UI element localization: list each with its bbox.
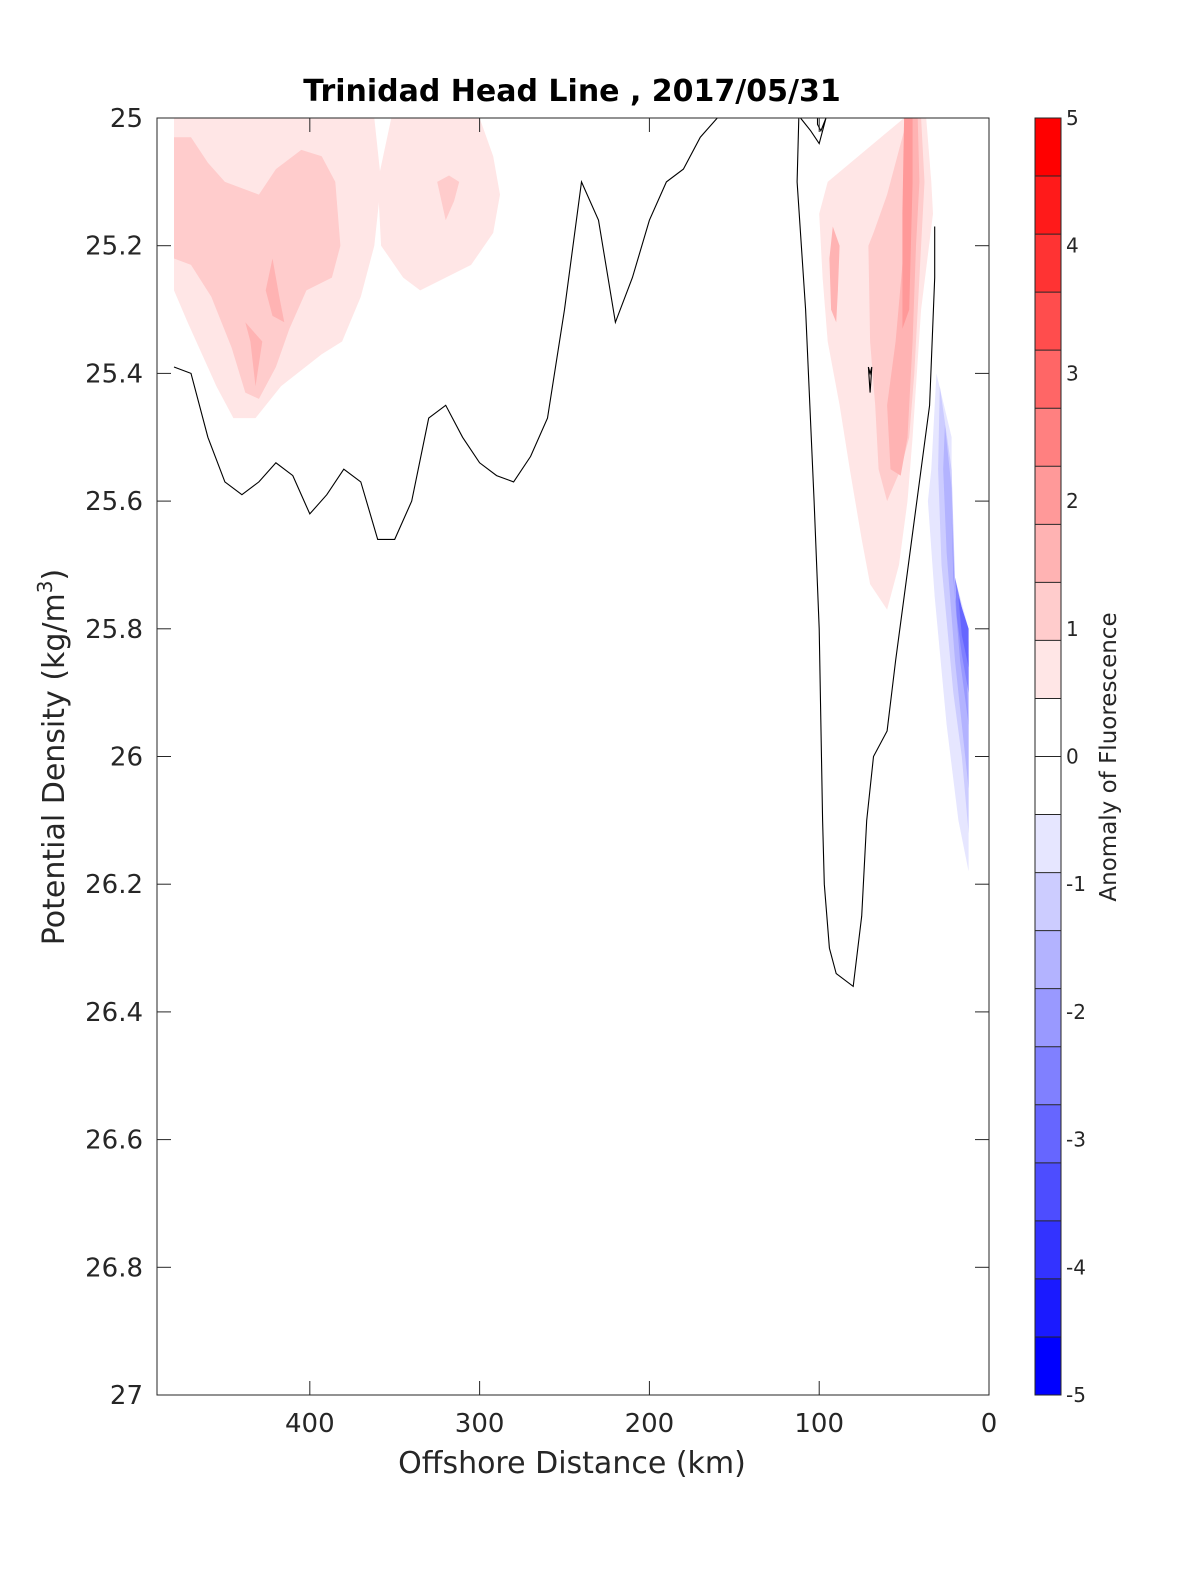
y-tick-label: 25.8: [85, 615, 143, 645]
colorbar-swatch: [1035, 872, 1061, 932]
y-tick-label: 26: [110, 743, 143, 773]
colorbar-tick-label: -3: [1066, 1128, 1086, 1152]
chart-title: Trinidad Head Line , 2017/05/31: [303, 74, 840, 109]
offshore-positive-anomaly-4: [265, 258, 285, 323]
colorbar-tick-label: -5: [1066, 1383, 1086, 1407]
colorbar-swatch: [1035, 814, 1061, 873]
colorbar-swatch: [1035, 118, 1061, 177]
y-axis-label-close: ): [37, 569, 72, 581]
y-axis-label-main: Potential Density (kg/m: [37, 593, 72, 945]
colorbar-tick-label: 0: [1066, 745, 1079, 769]
nearshore-positive-anomaly-5: [902, 118, 913, 329]
colorbar-swatch: [1035, 930, 1061, 990]
y-tick-label: 27: [110, 1381, 143, 1411]
colorbar-swatch: [1035, 1337, 1061, 1396]
colorbar-swatch: [1035, 582, 1061, 641]
plot-fill-layer: [174, 118, 969, 872]
colorbar-swatch: [1035, 408, 1061, 467]
colorbar-tick-label: 5: [1066, 106, 1079, 130]
colorbar-tick-label: 2: [1066, 489, 1079, 513]
nearshore-negative-anomaly-6: [958, 596, 969, 668]
colorbar-swatch: [1035, 234, 1061, 293]
zero-contour-nearshore: [796, 117, 936, 988]
colorbar-swatch: [1035, 1104, 1061, 1164]
y-tick-label: 25.6: [85, 487, 143, 517]
x-tick-label: 200: [625, 1409, 675, 1439]
colorbar-tick-label: 3: [1066, 361, 1079, 385]
mid-positive-anomaly-2: [437, 175, 460, 221]
y-tick-label: 25: [110, 104, 143, 134]
colorbar-swatch: [1035, 466, 1061, 525]
colorbar-tick-label: -2: [1066, 1000, 1086, 1024]
colorbar-swatch: [1035, 1278, 1061, 1338]
colorbar-swatch: [1035, 1046, 1061, 1106]
colorbar-swatch: [1035, 176, 1061, 235]
colorbar-swatch: [1035, 350, 1061, 409]
y-tick-label: 26.2: [85, 870, 143, 900]
colorbar-swatch: [1035, 698, 1061, 757]
y-tick-label: 25.2: [85, 232, 143, 262]
colorbar-label: Anomaly of Fluorescence: [1096, 612, 1122, 901]
mid-positive-anomaly-1: [377, 118, 500, 291]
y-tick-label: 26.8: [85, 1253, 143, 1283]
colorbar-swatch: [1035, 1162, 1061, 1222]
zero-contour-offshore: [173, 117, 718, 540]
x-tick-label: 400: [285, 1409, 335, 1439]
nearshore-positive-anomaly-4: [829, 226, 840, 323]
colorbar-swatch: [1035, 1220, 1061, 1280]
axis-ticks-layer: 400 300 200 100 0 25 25.2 25.4 25.6 25.8 26 26.2 26.…: [85, 104, 997, 1439]
x-tick-label: 0: [981, 1409, 998, 1439]
y-tick-label: 26.6: [85, 1126, 143, 1156]
colorbar-tick-label: 4: [1066, 234, 1079, 258]
x-axis-label: Offshore Distance (km): [398, 1446, 746, 1481]
y-tick-label: 25.4: [85, 359, 143, 389]
x-tick-label: 100: [794, 1409, 844, 1439]
colorbar-tick-label: -1: [1066, 872, 1086, 896]
y-axis-label: Potential Density (kg/m3): [33, 569, 72, 945]
colorbar-tick-label: -4: [1066, 1255, 1086, 1279]
colorbar-swatch: [1035, 756, 1061, 815]
colorbar-tick-label: 1: [1066, 617, 1079, 641]
colorbar: 5 4 3 2 1 0 -1 -2 -3 -4 -5: [1034, 106, 1086, 1407]
colorbar-swatch: [1035, 640, 1061, 699]
offshore-positive-anomaly-3: [245, 322, 263, 387]
y-tick-label: 26.4: [85, 998, 143, 1028]
offshore-positive-anomaly-2: [174, 137, 341, 399]
colorbar-swatch: [1035, 988, 1061, 1048]
zero-contour-small-loop: [867, 366, 873, 393]
x-tick-label: 300: [455, 1409, 505, 1439]
colorbar-frame: [1034, 117, 1062, 1396]
colorbar-swatch: [1035, 524, 1061, 583]
colorbar-swatch: [1035, 292, 1061, 351]
y-axis-label-superscript: 3: [33, 580, 57, 593]
